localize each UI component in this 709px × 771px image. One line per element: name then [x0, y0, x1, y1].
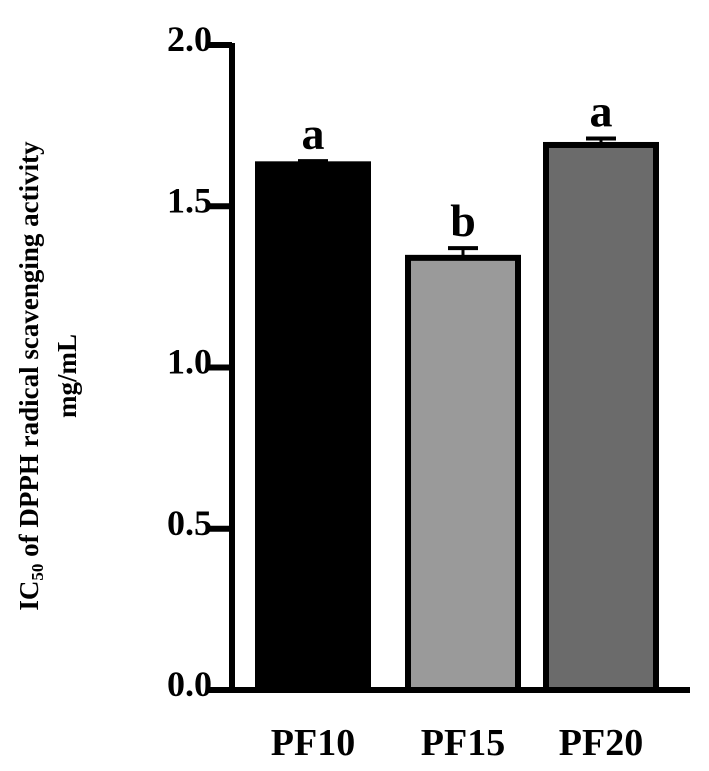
significance-label: a: [590, 86, 613, 137]
y-tick-label: 1.0: [167, 342, 212, 382]
y-axis: 0.0 0.5 1.0 1.5 2.0: [167, 19, 235, 704]
y-axis-title-rest: of DPPH radical scavenging activity: [14, 141, 44, 564]
x-tick-label: PF15: [421, 722, 505, 764]
y-tick-label: 1.5: [167, 180, 212, 220]
y-axis-title-subscript: 50: [28, 564, 47, 581]
x-tick-label: PF10: [271, 722, 355, 764]
y-axis-title-prefix: IC: [14, 581, 44, 611]
bar-pf15: [405, 254, 521, 693]
significance-label: b: [450, 195, 476, 246]
y-tick-label: 2.0: [167, 19, 212, 59]
y-axis-title: IC50 of DPPH radical scavenging activity…: [14, 141, 82, 611]
significance-label: a: [302, 108, 325, 159]
bar-pf10: [255, 161, 371, 693]
y-axis-title-line1: IC50 of DPPH radical scavenging activity: [14, 141, 47, 611]
bar-pf20: [543, 141, 659, 694]
y-tick-label: 0.5: [167, 503, 212, 543]
y-tick-label: 0.0: [167, 664, 212, 704]
bars: a PF10 b PF15 a PF20: [255, 86, 659, 764]
x-tick-label: PF20: [559, 722, 643, 764]
y-axis-unit: mg/mL: [52, 334, 82, 418]
